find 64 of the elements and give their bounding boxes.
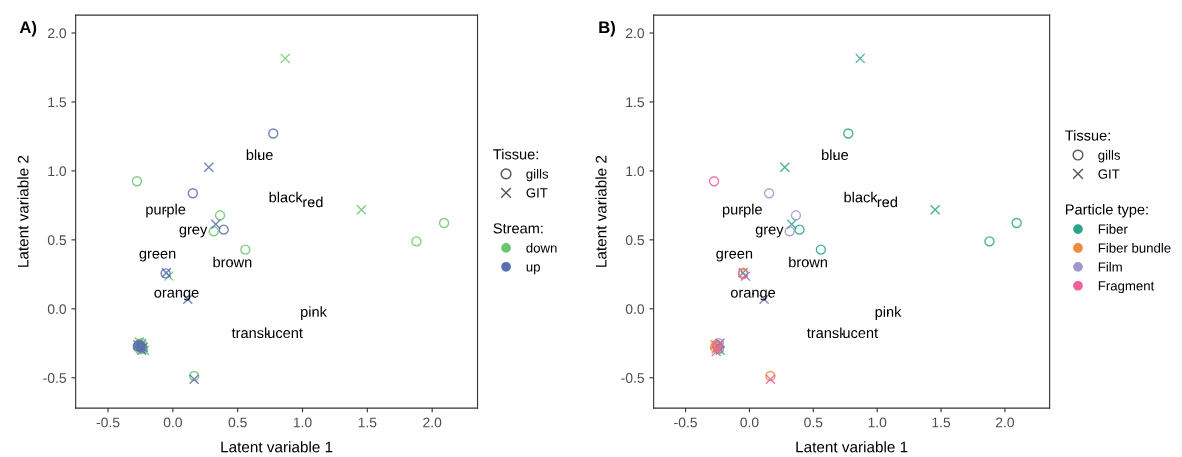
data-label: blue [822, 149, 849, 161]
data-label: brown [789, 256, 827, 268]
x-tick-label: 0.5 [228, 417, 247, 428]
x-tick-label: 0.0 [163, 417, 182, 428]
y-tick-label: 0.5 [625, 235, 645, 246]
data-label: grey [755, 226, 784, 238]
x-tick-label: 2.0 [423, 417, 442, 428]
y-tick-label: -0.5 [43, 373, 67, 383]
y-tick-label: 0.0 [625, 304, 645, 314]
data-label: blue [246, 149, 273, 161]
y-axis-title: Latent variable 2 [595, 155, 607, 267]
data-label: green [139, 250, 176, 262]
data-label: grey [179, 226, 208, 238]
data-label: brown [213, 256, 252, 268]
legend-label: Fragment [1098, 281, 1155, 294]
y-tick-label: 2.0 [48, 28, 67, 39]
data-label: pink [301, 306, 327, 320]
x-tick-label: -0.5 [96, 417, 120, 428]
y-tick-label: 0.0 [47, 304, 67, 314]
y-tick-label: 1.5 [48, 97, 67, 108]
text: Tissue: [493, 148, 538, 160]
legend-label: GIT [526, 188, 548, 198]
x-tick-label: 1.0 [868, 417, 887, 428]
data-label: orange [730, 289, 776, 301]
data-label: black [269, 191, 303, 203]
x-tick-label: 0.0 [740, 417, 759, 428]
y-tick-label: 0.5 [47, 235, 67, 246]
y-tick-label: 1.5 [626, 97, 645, 108]
legend-label: Fiber [1098, 224, 1128, 234]
x-axis-title: Latent variable 1 [796, 441, 908, 453]
x-tick-label: 1.5 [358, 417, 377, 428]
data-label: translucent [806, 327, 878, 339]
data-label: black [844, 191, 878, 203]
x-tick-label: 2.0 [995, 417, 1015, 428]
legend-label: gills [526, 168, 549, 182]
data-label: translucent [231, 327, 303, 339]
data-label: purple [722, 203, 762, 218]
data-label: purple [146, 203, 186, 218]
chart-title: B) [599, 20, 615, 37]
legend-label: down [526, 242, 557, 253]
data-label: red [877, 196, 897, 208]
x-tick-label: -0.5 [674, 417, 697, 428]
y-tick-label: 2.0 [626, 28, 645, 39]
data-label: orange [154, 289, 199, 301]
data-label: red [303, 196, 323, 208]
y-tick-label: 1.0 [48, 166, 67, 177]
x-axis-title: Latent variable 1 [221, 441, 333, 453]
text: Tissue: [1065, 129, 1110, 141]
y-tick-label: -0.5 [621, 373, 645, 383]
x-tick-label: 1.5 [932, 417, 951, 428]
y-tick-label: 1.0 [626, 166, 645, 177]
data-label: pink [875, 306, 902, 320]
y-axis-title: Latent variable 2 [17, 155, 29, 267]
x-tick-label: 1.0 [293, 417, 312, 428]
text: Stream: [493, 223, 543, 234]
x-tick-label: 0.5 [804, 417, 823, 428]
data-label: green [716, 250, 753, 262]
legend-label: gills [1098, 150, 1121, 163]
chart-title: A) [19, 20, 37, 37]
text: Particle type: [1065, 203, 1148, 218]
legend-label: GIT [1098, 169, 1120, 179]
legend-label: up [526, 264, 540, 275]
legend-label: Fiber bundle [1098, 243, 1171, 253]
legend-label: Film [1098, 261, 1122, 272]
